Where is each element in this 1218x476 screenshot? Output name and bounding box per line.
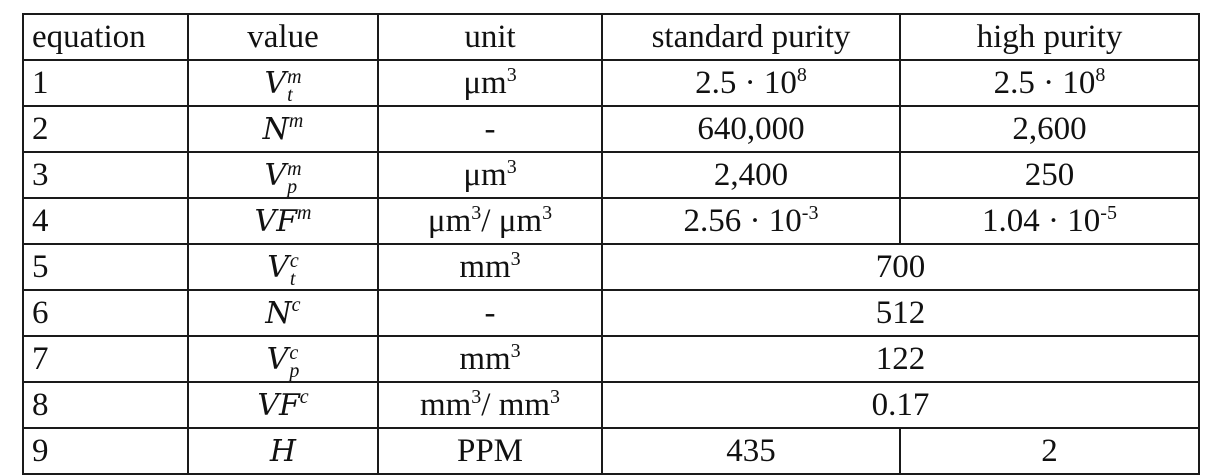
standard-purity-cell: 2.5 · 108 bbox=[601, 59, 901, 107]
merged-value-cell: 0.17 bbox=[601, 381, 1200, 429]
equation-number: 1 bbox=[22, 59, 189, 107]
unit-cell: - bbox=[377, 289, 603, 337]
header-value: value bbox=[187, 13, 379, 61]
standard-purity-cell: 640,000 bbox=[601, 105, 901, 153]
high-purity-cell: 1.04 · 10-5 bbox=[899, 197, 1200, 245]
high-purity-cell: 250 bbox=[899, 151, 1200, 199]
equation-number: 3 bbox=[22, 151, 189, 199]
header-equation: equation bbox=[22, 13, 189, 61]
value-symbol: H bbox=[187, 427, 379, 475]
equation-table: equation value unit standard purity high… bbox=[22, 13, 1200, 475]
value-symbol: Nc bbox=[187, 289, 379, 337]
table-row: 8 VFc mm3/ mm3 0.17 bbox=[22, 381, 1200, 429]
unit-cell: mm3/ mm3 bbox=[377, 381, 603, 429]
merged-value-cell: 700 bbox=[601, 243, 1200, 291]
unit-cell: μm3 bbox=[377, 59, 603, 107]
equation-number: 2 bbox=[22, 105, 189, 153]
merged-value-cell: 122 bbox=[601, 335, 1200, 383]
unit-cell: mm3 bbox=[377, 243, 603, 291]
table-row: 4 VFm μm3/ μm3 2.56 · 10-3 1.04 · 10-5 bbox=[22, 197, 1200, 245]
unit-cell: PPM bbox=[377, 427, 603, 475]
equation-number: 7 bbox=[22, 335, 189, 383]
header-high-purity: high purity bbox=[899, 13, 1200, 61]
header-unit: unit bbox=[377, 13, 603, 61]
merged-value-cell: 512 bbox=[601, 289, 1200, 337]
equation-number: 9 bbox=[22, 427, 189, 475]
header-row: equation value unit standard purity high… bbox=[22, 13, 1200, 61]
equation-number: 5 bbox=[22, 243, 189, 291]
high-purity-cell: 2 bbox=[899, 427, 1200, 475]
header-standard-purity: standard purity bbox=[601, 13, 901, 61]
high-purity-cell: 2,600 bbox=[899, 105, 1200, 153]
unit-cell: μm3/ μm3 bbox=[377, 197, 603, 245]
standard-purity-cell: 2.56 · 10-3 bbox=[601, 197, 901, 245]
equation-number: 6 bbox=[22, 289, 189, 337]
unit-cell: - bbox=[377, 105, 603, 153]
table-row: 6 Nc - 512 bbox=[22, 289, 1200, 337]
value-symbol: Nm bbox=[187, 105, 379, 153]
value-symbol: VFc bbox=[187, 381, 379, 429]
table-row: 2 Nm - 640,000 2,600 bbox=[22, 105, 1200, 153]
value-symbol: VFm bbox=[187, 197, 379, 245]
table-row: 9 H PPM 435 2 bbox=[22, 427, 1200, 475]
standard-purity-cell: 2,400 bbox=[601, 151, 901, 199]
unit-cell: mm3 bbox=[377, 335, 603, 383]
equation-number: 4 bbox=[22, 197, 189, 245]
equation-number: 8 bbox=[22, 381, 189, 429]
high-purity-cell: 2.5 · 108 bbox=[899, 59, 1200, 107]
standard-purity-cell: 435 bbox=[601, 427, 901, 475]
unit-cell: μm3 bbox=[377, 151, 603, 199]
